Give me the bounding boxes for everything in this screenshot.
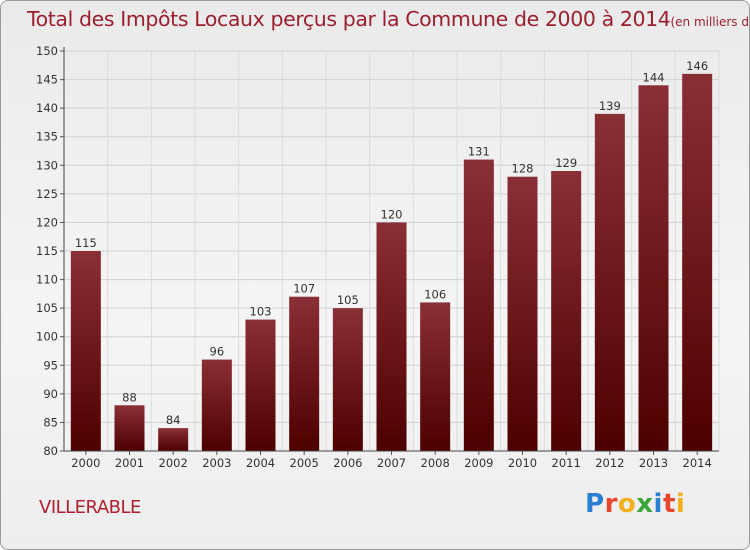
bar-2008 — [420, 302, 451, 451]
chart-title: Total des Impôts Locaux perçus par la Co… — [27, 7, 749, 31]
x-tick-label-2010: 2010 — [508, 456, 537, 470]
commune-name: VILLERABLE — [39, 497, 141, 518]
chart-title-text: Total des Impôts Locaux perçus par la Co… — [27, 7, 671, 31]
y-tick-label: 85 — [43, 415, 58, 429]
value-label-2007: 120 — [381, 207, 403, 221]
value-label-2000: 115 — [75, 236, 97, 250]
bar-2006 — [332, 308, 363, 451]
logo-letter: i — [653, 489, 663, 519]
bar-2010 — [507, 176, 538, 451]
y-tick-label: 120 — [36, 215, 58, 229]
y-tick-label: 145 — [36, 73, 58, 87]
bar-2007 — [376, 222, 407, 451]
logo-letter: r — [604, 489, 618, 519]
logo-letter: o — [617, 489, 637, 519]
bar-2014 — [682, 73, 713, 451]
bar-2001 — [114, 405, 145, 451]
value-label-2004: 103 — [250, 305, 272, 319]
x-tick-label-2007: 2007 — [377, 456, 406, 470]
bar-2003 — [201, 359, 232, 451]
axes: 80 85 90 95 100 105 110 115 120 125 130 135 140 145 15… — [36, 44, 719, 470]
x-tick-label-2000: 2000 — [71, 456, 100, 470]
bar-2004 — [245, 319, 276, 451]
value-label-2002: 84 — [166, 413, 181, 427]
value-label-2014: 146 — [686, 59, 708, 73]
x-tick-label-2011: 2011 — [552, 456, 581, 470]
y-tick-label: 125 — [36, 187, 58, 201]
x-tick-label-2009: 2009 — [464, 456, 493, 470]
x-tick-label-2001: 2001 — [115, 456, 144, 470]
bar-2013 — [638, 85, 669, 452]
bar-2012 — [594, 113, 625, 451]
value-label-2009: 131 — [468, 145, 490, 159]
y-tick-label: 150 — [36, 44, 58, 58]
bar-2009 — [463, 159, 494, 452]
y-tick-label: 100 — [36, 330, 58, 344]
y-tick-label: 90 — [43, 387, 58, 401]
proxiti-logo: Proxiti — [585, 489, 685, 519]
y-tick-label: 115 — [36, 244, 58, 258]
value-label-2001: 88 — [122, 390, 137, 404]
x-tick-label-2006: 2006 — [333, 456, 362, 470]
logo-letter: i — [675, 489, 686, 519]
value-label-2012: 139 — [599, 99, 621, 113]
value-label-2006: 105 — [337, 293, 359, 307]
x-tick-label-2002: 2002 — [159, 456, 188, 470]
y-tick-label: 140 — [36, 101, 58, 115]
logo-letter: t — [662, 489, 676, 519]
bar-2002 — [158, 428, 189, 451]
bar-2005 — [289, 296, 320, 451]
bar-2011 — [551, 171, 582, 451]
y-tick-label: 110 — [36, 273, 58, 287]
y-tick-label: 135 — [36, 130, 58, 144]
x-tick-label-2008: 2008 — [421, 456, 450, 470]
value-label-2003: 96 — [210, 345, 225, 359]
logo-letter: x — [636, 489, 654, 519]
value-label-2011: 129 — [555, 156, 577, 170]
x-tick-label-2004: 2004 — [246, 456, 275, 470]
x-tick-label-2003: 2003 — [202, 456, 231, 470]
x-tick-label-2013: 2013 — [639, 456, 668, 470]
value-label-2008: 106 — [424, 287, 446, 301]
x-tick-label-2014: 2014 — [683, 456, 712, 470]
x-tick-label-2012: 2012 — [595, 456, 624, 470]
value-labels: 115 88 84 96 103 107 105 120 106 131 128 129 139 144 1… — [75, 59, 708, 427]
chart-title-unit: (en milliers d'€) — [670, 15, 749, 29]
bar-2000 — [70, 251, 101, 451]
value-label-2013: 144 — [643, 70, 665, 84]
y-tick-label: 105 — [36, 301, 58, 315]
x-tick-label-2005: 2005 — [290, 456, 319, 470]
value-label-2010: 128 — [512, 162, 534, 176]
y-tick-label: 80 — [43, 444, 58, 458]
value-label-2005: 107 — [293, 282, 315, 296]
bars-group — [70, 73, 713, 452]
y-tick-label: 130 — [36, 158, 58, 172]
logo-letter: P — [585, 489, 605, 519]
y-tick-label: 95 — [43, 358, 58, 372]
